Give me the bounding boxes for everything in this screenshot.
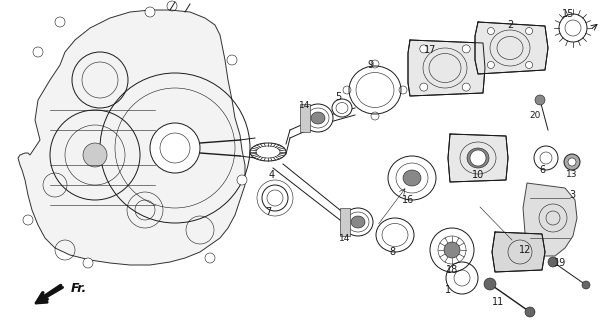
Circle shape [83,258,93,268]
Circle shape [525,307,535,317]
Circle shape [420,45,428,53]
Text: 17: 17 [424,45,436,55]
Circle shape [582,281,590,289]
Text: Fr.: Fr. [71,282,87,294]
Polygon shape [475,22,548,74]
Ellipse shape [311,112,325,124]
Circle shape [487,28,495,35]
Circle shape [33,47,43,57]
Circle shape [470,150,486,166]
Polygon shape [408,40,485,96]
Text: 10: 10 [472,170,484,180]
Text: 16: 16 [402,195,414,205]
Circle shape [548,257,558,267]
Text: 19: 19 [554,258,566,268]
Polygon shape [18,10,245,265]
Text: 5: 5 [335,92,341,102]
Circle shape [55,17,65,27]
Circle shape [227,55,237,65]
Bar [340,208,350,236]
Polygon shape [523,183,577,256]
Circle shape [420,83,428,91]
Circle shape [462,83,470,91]
Circle shape [150,123,200,173]
Ellipse shape [332,99,352,117]
Text: 15: 15 [562,9,574,19]
Text: 18: 18 [446,265,458,275]
Text: 14: 14 [300,100,310,109]
Ellipse shape [303,104,333,132]
Circle shape [568,158,576,166]
Circle shape [540,152,552,164]
Circle shape [462,45,470,53]
Circle shape [205,253,215,263]
Circle shape [525,61,533,68]
Ellipse shape [403,170,421,186]
Text: 20: 20 [529,110,541,119]
Text: 7: 7 [265,207,271,217]
Text: 2: 2 [507,20,513,30]
Circle shape [564,154,580,170]
Circle shape [83,143,107,167]
Text: 9: 9 [367,60,373,70]
Polygon shape [448,134,508,182]
Circle shape [23,215,33,225]
Text: 11: 11 [492,297,504,307]
Circle shape [444,242,460,258]
Text: 4: 4 [269,170,275,180]
Circle shape [487,61,495,68]
Text: 1: 1 [445,285,451,295]
Bar [300,104,310,132]
Text: 14: 14 [339,234,351,243]
Text: 12: 12 [519,245,531,255]
Circle shape [535,95,545,105]
Circle shape [145,7,155,17]
Circle shape [237,175,247,185]
Circle shape [525,28,533,35]
Text: 6: 6 [539,165,545,175]
Ellipse shape [467,148,489,168]
Text: 8: 8 [389,247,395,257]
Ellipse shape [343,208,373,236]
Ellipse shape [351,216,365,228]
Circle shape [484,278,496,290]
Polygon shape [492,232,545,272]
Text: 3: 3 [569,190,575,200]
Text: 13: 13 [566,170,578,179]
